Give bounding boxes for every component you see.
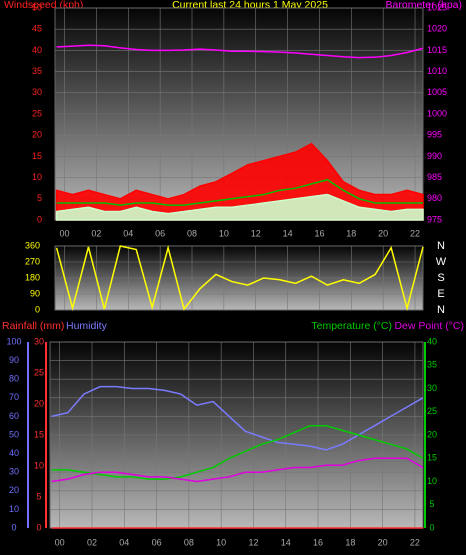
y3-tick-label: 20 <box>34 398 44 408</box>
series-line <box>55 244 424 312</box>
y-tick-label: 0 <box>37 214 42 224</box>
y2-tick-label: 995 <box>427 130 442 140</box>
y-tick-label: 0 <box>11 522 16 532</box>
series-line <box>56 178 423 206</box>
y2-tick-label: 1025 <box>427 2 447 12</box>
rain-axis-title: Rainfall (mm) <box>2 320 64 332</box>
x-tick-label: 00 <box>60 228 70 238</box>
x-tick-label: 12 <box>251 228 261 238</box>
wind-axis-title: Windspeed (kph) <box>4 0 83 11</box>
y-tick-label: 60 <box>9 411 19 421</box>
y-tick-label: 35 <box>32 66 42 76</box>
x-tick-label: 16 <box>313 537 323 547</box>
y2-tick-label: 1015 <box>427 45 447 55</box>
y2-tick-label: 985 <box>427 172 442 182</box>
y-tick-label: 10 <box>32 172 42 182</box>
y3-tick-label: 15 <box>34 429 44 439</box>
y2-tick-label: N <box>437 304 445 316</box>
y-tick-label: 20 <box>9 485 19 495</box>
y2-tick-label: 10 <box>427 476 437 486</box>
dewpoint-axis-title: Dew Point (°C) <box>394 320 464 332</box>
y2-tick-label: W <box>436 256 447 268</box>
y2-tick-label: N <box>437 240 445 252</box>
y-tick-label: 0 <box>35 304 40 314</box>
x-tick-label: 10 <box>216 537 226 547</box>
series-line <box>51 424 424 480</box>
y2-tick-label: 35 <box>427 360 437 370</box>
y-tick-label: 40 <box>32 45 42 55</box>
series-line <box>51 385 424 451</box>
y2-tick-label: 1000 <box>427 108 447 118</box>
y2-tick-label: 20 <box>427 429 437 439</box>
y2-tick-label: 975 <box>427 214 442 224</box>
y-tick-label: 15 <box>32 151 42 161</box>
y-tick-label: 40 <box>9 448 19 458</box>
y-tick-label: 270 <box>25 256 40 266</box>
y3-tick-label: 25 <box>34 367 44 377</box>
y-tick-label: 30 <box>32 87 42 97</box>
x-tick-label: 14 <box>283 228 293 238</box>
y3-tick-label: 30 <box>34 336 44 346</box>
x-tick-label: 18 <box>345 537 355 547</box>
y2-tick-label: 0 <box>429 522 434 532</box>
y-tick-label: 90 <box>30 288 40 298</box>
x-tick-label: 08 <box>184 537 194 547</box>
x-tick-label: 22 <box>410 228 420 238</box>
x-tick-label: 22 <box>410 537 420 547</box>
y-tick-label: 180 <box>25 272 40 282</box>
series-area <box>55 193 424 221</box>
chart-title: Current last 24 hours 1 May 2025 <box>172 0 328 11</box>
y2-tick-label: 30 <box>427 383 437 393</box>
x-tick-label: 12 <box>248 537 258 547</box>
series-line <box>56 44 424 59</box>
y3-tick-label: 5 <box>36 491 41 501</box>
x-tick-label: 02 <box>91 228 101 238</box>
y-tick-label: 20 <box>32 130 42 140</box>
y2-tick-label: 15 <box>427 453 437 463</box>
y2-tick-label: E <box>437 288 444 300</box>
x-tick-label: 06 <box>152 537 162 547</box>
series-line <box>51 457 424 483</box>
y2-tick-label: 980 <box>427 193 442 203</box>
y-tick-label: 100 <box>6 336 21 346</box>
y3-tick-label: 10 <box>34 460 44 470</box>
x-tick-label: 04 <box>123 228 133 238</box>
x-tick-label: 20 <box>378 537 388 547</box>
y3-tick-label: 0 <box>36 522 41 532</box>
x-tick-label: 14 <box>281 537 291 547</box>
y2-tick-label: 1020 <box>427 24 447 34</box>
x-tick-label: 18 <box>346 228 356 238</box>
y-tick-label: 30 <box>9 467 19 477</box>
y2-tick-label: 990 <box>427 151 442 161</box>
y-tick-label: 25 <box>32 108 42 118</box>
y2-tick-label: S <box>437 272 444 284</box>
y-tick-label: 50 <box>32 2 42 12</box>
y-tick-label: 90 <box>9 355 19 365</box>
x-tick-label: 20 <box>378 228 388 238</box>
y-tick-label: 50 <box>9 429 19 439</box>
x-tick-label: 00 <box>55 537 65 547</box>
x-tick-label: 06 <box>155 228 165 238</box>
y-tick-label: 10 <box>9 504 19 514</box>
y-tick-label: 45 <box>32 24 42 34</box>
y2-tick-label: 25 <box>427 406 437 416</box>
x-tick-label: 04 <box>119 537 129 547</box>
x-tick-label: 10 <box>219 228 229 238</box>
y2-tick-label: 40 <box>427 336 437 346</box>
barometer-axis-title: Barometer (hpa) <box>386 0 462 11</box>
y2-tick-label: 1005 <box>427 87 447 97</box>
y-tick-label: 80 <box>9 374 19 384</box>
y2-tick-label: 1010 <box>427 66 447 76</box>
y2-tick-label: 5 <box>429 499 434 509</box>
y-tick-label: 5 <box>37 193 42 203</box>
x-tick-label: 16 <box>314 228 324 238</box>
x-tick-label: 08 <box>187 228 197 238</box>
x-tick-label: 02 <box>87 537 97 547</box>
humidity-axis-title: Humidity <box>66 320 108 332</box>
y-tick-label: 360 <box>25 240 40 250</box>
temperature-axis-title: Temperature (°C) <box>311 320 392 332</box>
y-tick-label: 70 <box>9 392 19 402</box>
